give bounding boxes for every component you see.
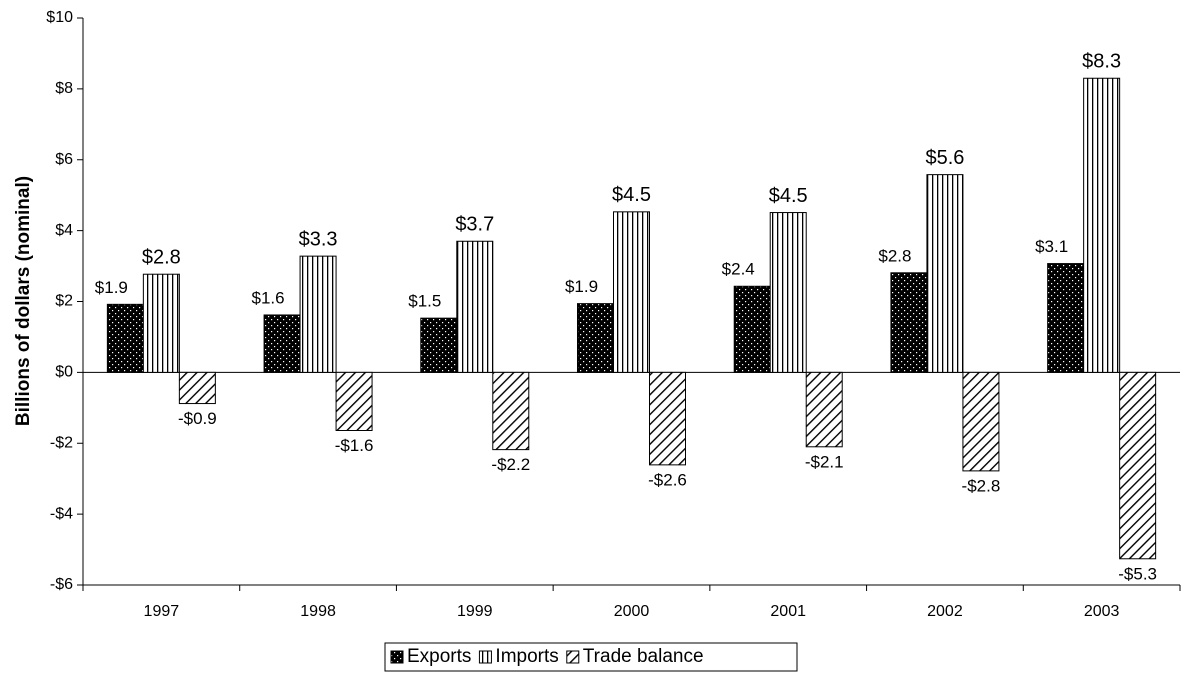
value-label: $2.8 (878, 246, 911, 265)
legend-swatch (478, 650, 492, 664)
y-tick-label: $10 (46, 9, 73, 26)
bar (335, 371, 373, 431)
value-label: $1.9 (95, 278, 128, 297)
x-tick-label: 2000 (614, 603, 650, 620)
bar (577, 303, 614, 373)
bar (456, 240, 494, 373)
value-label: $3.3 (299, 228, 338, 250)
legend-box (384, 642, 798, 672)
bar (613, 211, 650, 373)
bar (926, 174, 964, 373)
value-label: $1.6 (252, 288, 285, 307)
legend-swatch (390, 650, 404, 664)
value-label: $4.5 (612, 184, 651, 206)
bar (142, 273, 180, 373)
legend-swatch (566, 650, 580, 664)
y-tick-label: -$6 (50, 576, 73, 593)
bar (299, 255, 337, 373)
bar (492, 371, 530, 451)
bar (805, 371, 843, 448)
value-label: $3.7 (455, 214, 494, 236)
y-tick-label: $8 (55, 80, 73, 97)
y-axis-title: Billions of dollars (nominal) (13, 176, 34, 426)
value-label: $8.3 (1082, 51, 1121, 73)
bar (1047, 263, 1085, 373)
x-tick-label: 1998 (300, 603, 336, 620)
value-label: -$1.6 (335, 436, 374, 455)
bar (769, 212, 807, 373)
value-label: $1.5 (408, 292, 441, 311)
value-label: $2.4 (722, 260, 755, 279)
value-label: $1.9 (565, 277, 598, 296)
legend-label: Exports (407, 646, 471, 667)
bar (733, 285, 771, 373)
x-tick-label: 2003 (1084, 603, 1120, 620)
y-tick-label: $2 (55, 293, 73, 310)
y-tick-label: -$4 (50, 505, 73, 522)
legend-label: Trade balance (583, 646, 704, 667)
bar (890, 272, 928, 373)
x-tick-label: 2002 (927, 603, 963, 620)
bar (1083, 77, 1121, 373)
bar (649, 371, 686, 466)
bar (178, 371, 216, 405)
bar (263, 314, 301, 373)
value-label: -$2.8 (962, 476, 1001, 495)
x-tick-label: 1997 (144, 603, 180, 620)
x-tick-label: 1999 (457, 603, 493, 620)
value-label: -$0.9 (178, 409, 217, 428)
value-label: $2.8 (142, 246, 181, 268)
value-label: -$5.3 (1118, 564, 1157, 583)
bar (1119, 371, 1157, 560)
value-label: $5.6 (925, 147, 964, 169)
bar (962, 371, 1000, 472)
y-tick-label: $4 (55, 222, 73, 239)
value-label: $3.1 (1035, 237, 1068, 256)
legend-label: Imports (495, 646, 558, 667)
y-tick-label: -$2 (50, 434, 73, 451)
y-tick-label: $0 (55, 364, 73, 381)
y-tick-label: $6 (55, 151, 73, 168)
value-label: -$2.1 (805, 452, 844, 471)
value-label: $4.5 (769, 185, 808, 207)
x-tick-label: 2001 (770, 603, 806, 620)
value-label: -$2.2 (491, 455, 530, 474)
bar (420, 317, 458, 373)
bar (106, 303, 144, 373)
value-label: -$2.6 (648, 470, 687, 489)
